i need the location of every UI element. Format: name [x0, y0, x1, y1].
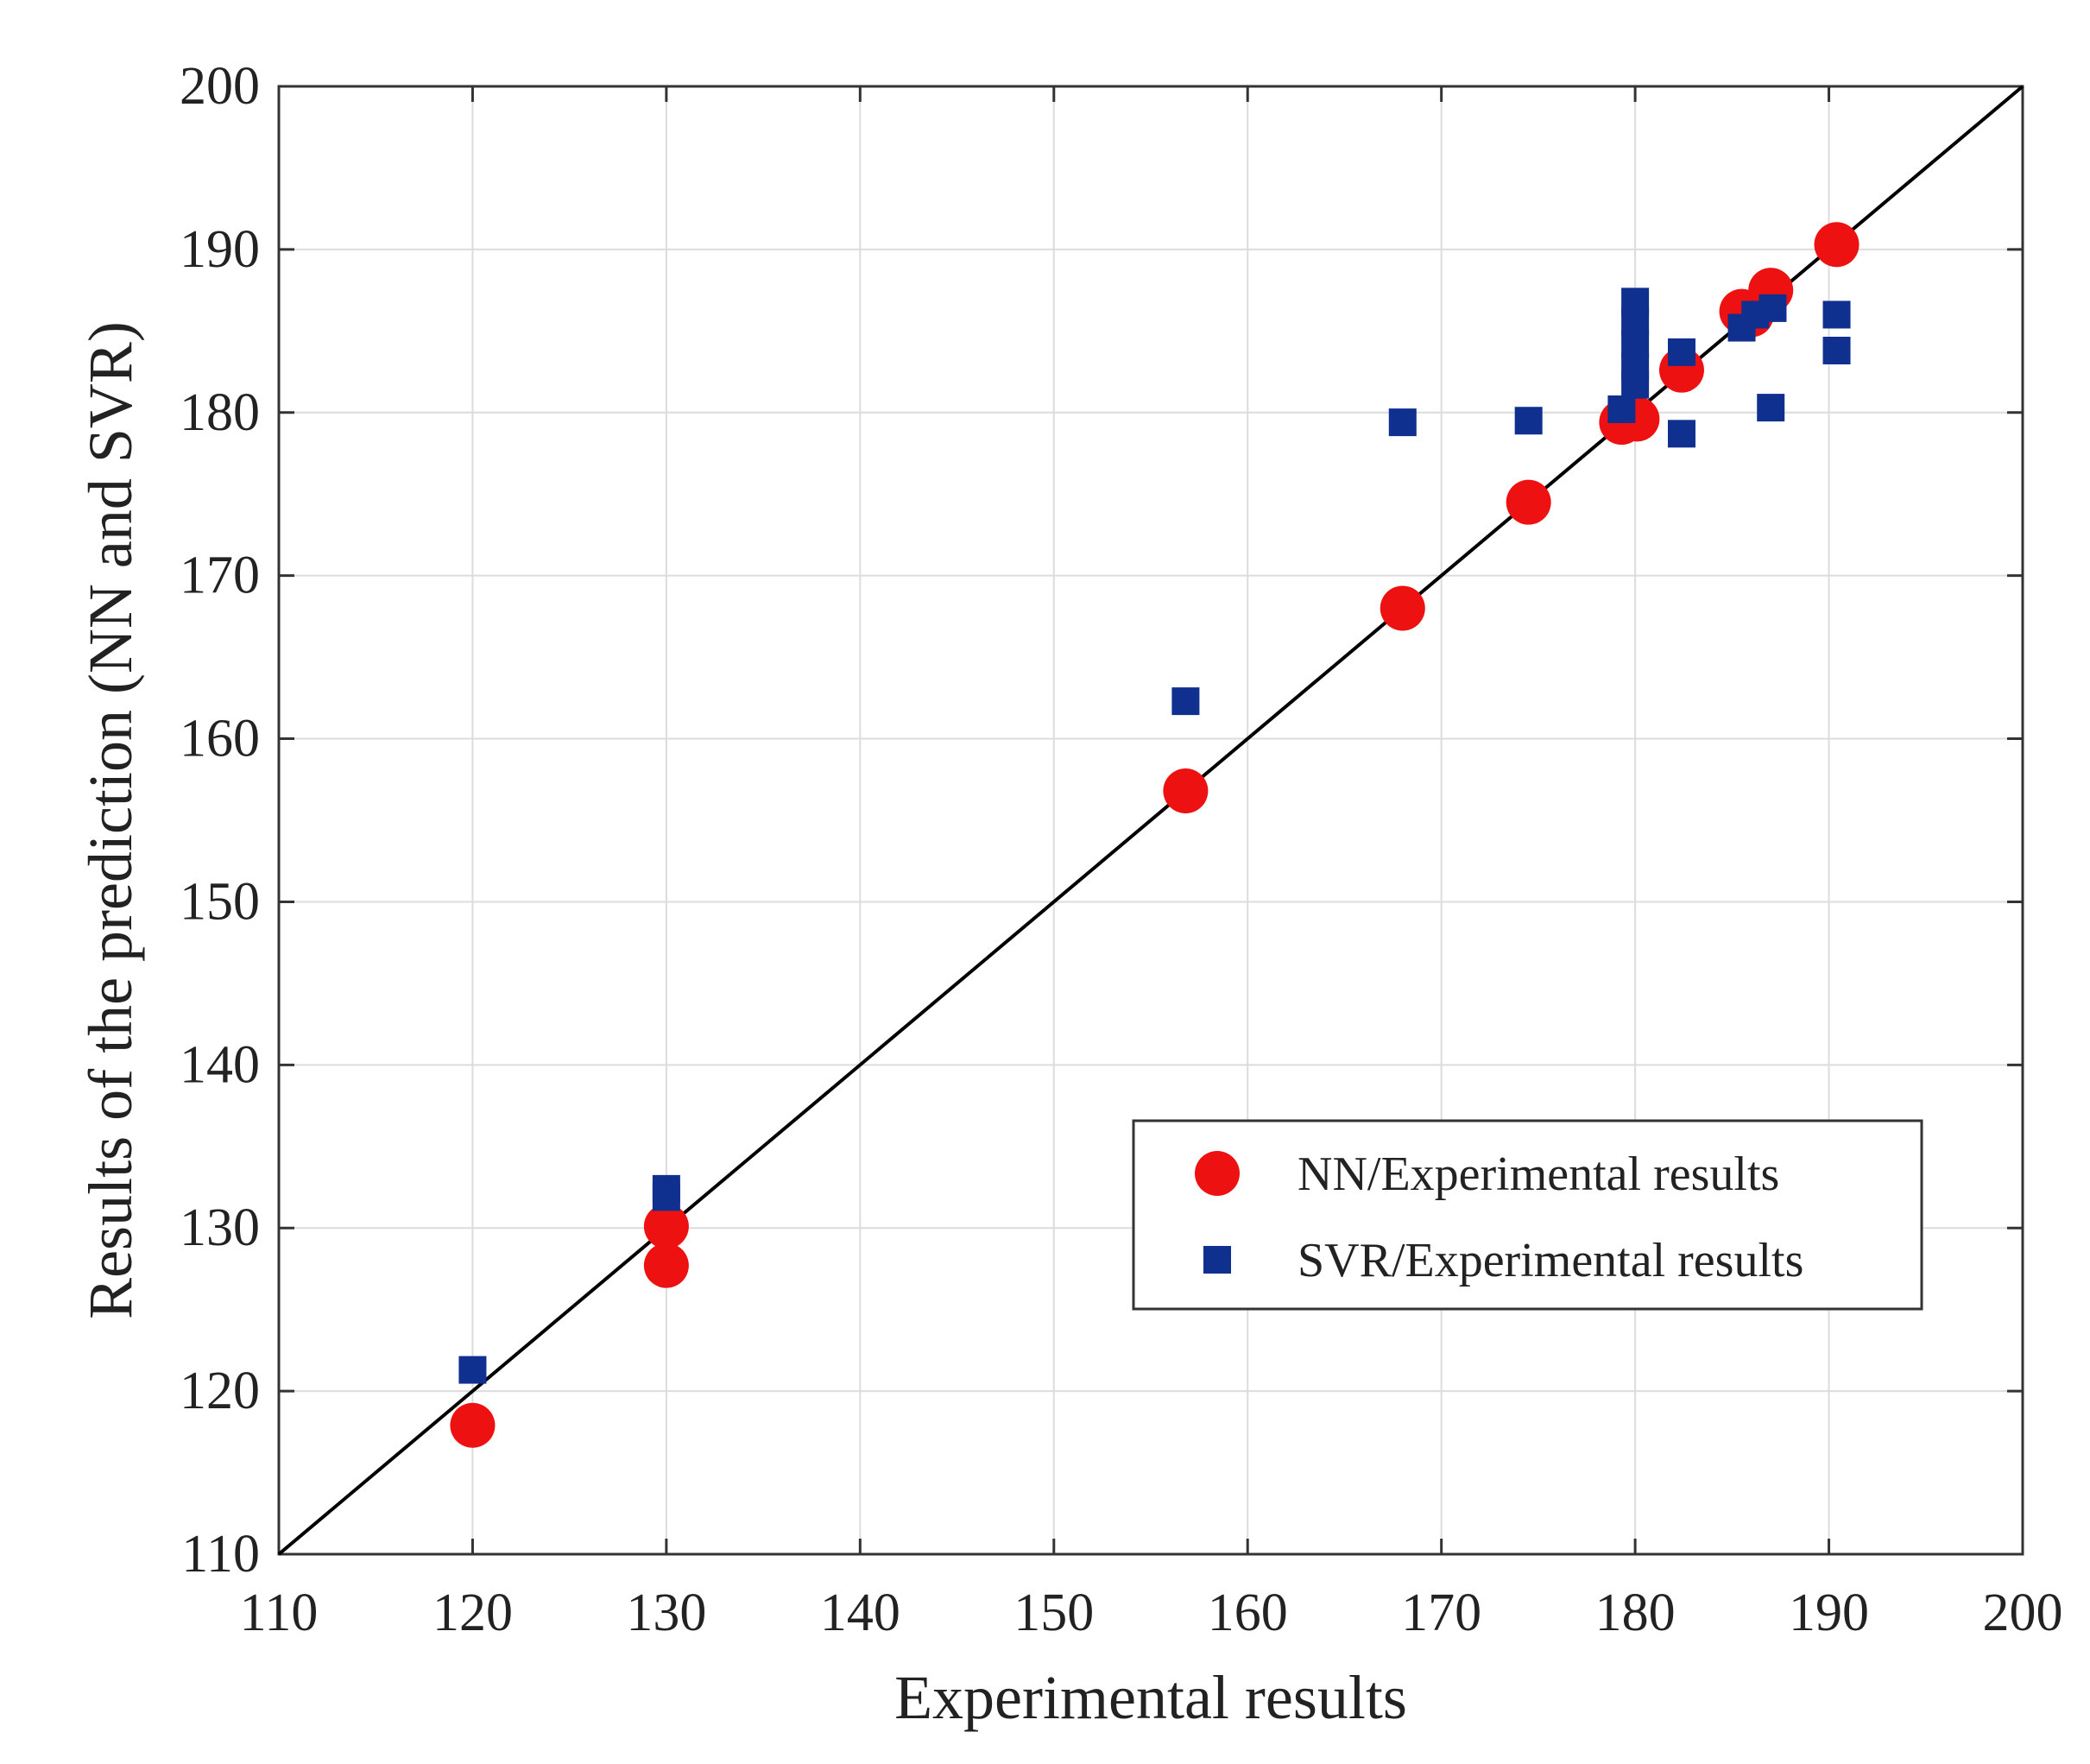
axis-ticks: 110 120 130 140 150 160 170 180 190 200 110 120 130 1…	[180, 57, 2063, 1642]
svr-point	[1667, 420, 1695, 448]
svr-point	[1621, 370, 1650, 399]
svr-point	[652, 1183, 680, 1211]
y-tick-label: 110	[181, 1525, 260, 1584]
legend-label-svr: SVR/Experimental results	[1298, 1234, 1803, 1287]
legend-label-nn: NN/Experimental results	[1298, 1148, 1779, 1201]
x-tick-label: 120	[433, 1584, 513, 1642]
legend-box	[1132, 1119, 1923, 1311]
nn-point	[1380, 585, 1425, 631]
plot-frame	[277, 85, 2024, 1556]
x-tick-label: 130	[626, 1584, 706, 1642]
svr-point	[1759, 294, 1787, 322]
y-tick-label: 140	[180, 1035, 260, 1094]
y-tick-label: 120	[180, 1362, 260, 1420]
svr-point	[1514, 407, 1543, 435]
x-tick-label: 170	[1401, 1584, 1481, 1642]
x-tick-label: 160	[1208, 1584, 1288, 1642]
svr-point	[458, 1356, 487, 1384]
svr-point	[1757, 394, 1785, 422]
nn-point	[450, 1402, 496, 1448]
nn-point	[643, 1242, 689, 1288]
svr-point	[1607, 395, 1636, 423]
y-tick-label: 160	[180, 710, 260, 768]
legend: NN/Experimental results SVR/Experimental…	[1132, 1119, 1923, 1311]
y-tick-label: 200	[180, 57, 260, 116]
y-axis-title: Results of the prediction (NN and SVR)	[76, 321, 145, 1319]
svr-point	[1667, 338, 1695, 366]
legend-marker-nn	[1195, 1151, 1240, 1196]
nn-point	[1163, 768, 1209, 813]
svr-point	[1388, 408, 1417, 437]
y-tick-label: 150	[180, 872, 260, 931]
y-tick-label: 180	[180, 383, 260, 442]
svr-point	[1822, 300, 1851, 329]
x-tick-label: 200	[1983, 1584, 2063, 1642]
x-tick-label: 110	[240, 1584, 319, 1642]
x-tick-label: 180	[1595, 1584, 1676, 1642]
x-tick-label: 190	[1789, 1584, 1869, 1642]
legend-marker-svr	[1203, 1246, 1231, 1274]
x-tick-label: 140	[820, 1584, 900, 1642]
svr-point	[1171, 687, 1200, 716]
x-axis-title: Experimental results	[894, 1663, 1407, 1732]
y-tick-label: 170	[180, 547, 260, 605]
nn-point	[1506, 479, 1551, 525]
svr-point	[1822, 337, 1851, 364]
nn-point	[643, 1204, 689, 1249]
data-points	[450, 222, 1860, 1448]
y-tick-label: 190	[180, 220, 260, 279]
nn-point	[1814, 222, 1860, 268]
y-tick-label: 130	[180, 1198, 260, 1257]
x-tick-label: 150	[1013, 1584, 1094, 1642]
